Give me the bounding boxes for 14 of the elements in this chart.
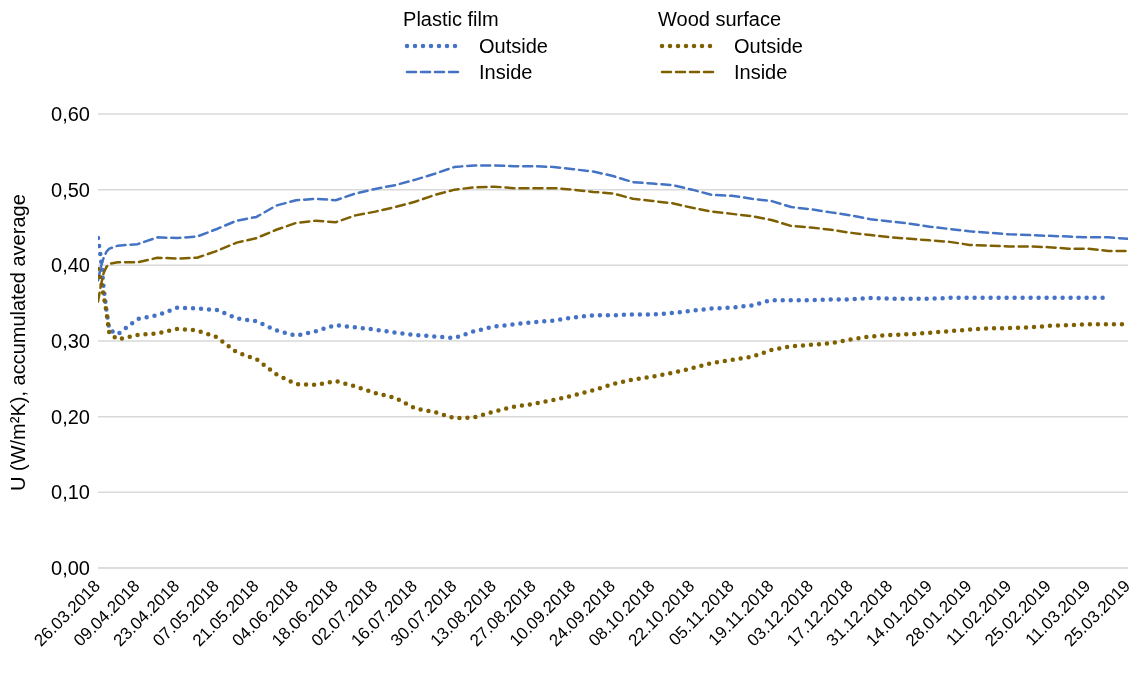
text: Plastic film xyxy=(403,8,500,31)
legend-label: Outside xyxy=(479,34,548,58)
y-axis-title: U (W/m²K), accumulated average xyxy=(7,194,30,491)
y-tick-label: 0,20 xyxy=(51,405,90,428)
y-tick-label: 0,60 xyxy=(51,103,90,126)
y-tick-label: 0,50 xyxy=(51,178,90,201)
y-tick-label: 0,30 xyxy=(51,330,90,353)
legend-label: Inside xyxy=(734,60,788,84)
legend-label: Outside xyxy=(734,34,803,58)
y-tick-label: 0,10 xyxy=(51,481,90,504)
legend-label: Inside xyxy=(479,60,533,84)
y-tick-label: 0,00 xyxy=(51,557,90,580)
text: Wood surface xyxy=(658,8,783,31)
y-tick-label: 0,40 xyxy=(51,254,90,277)
